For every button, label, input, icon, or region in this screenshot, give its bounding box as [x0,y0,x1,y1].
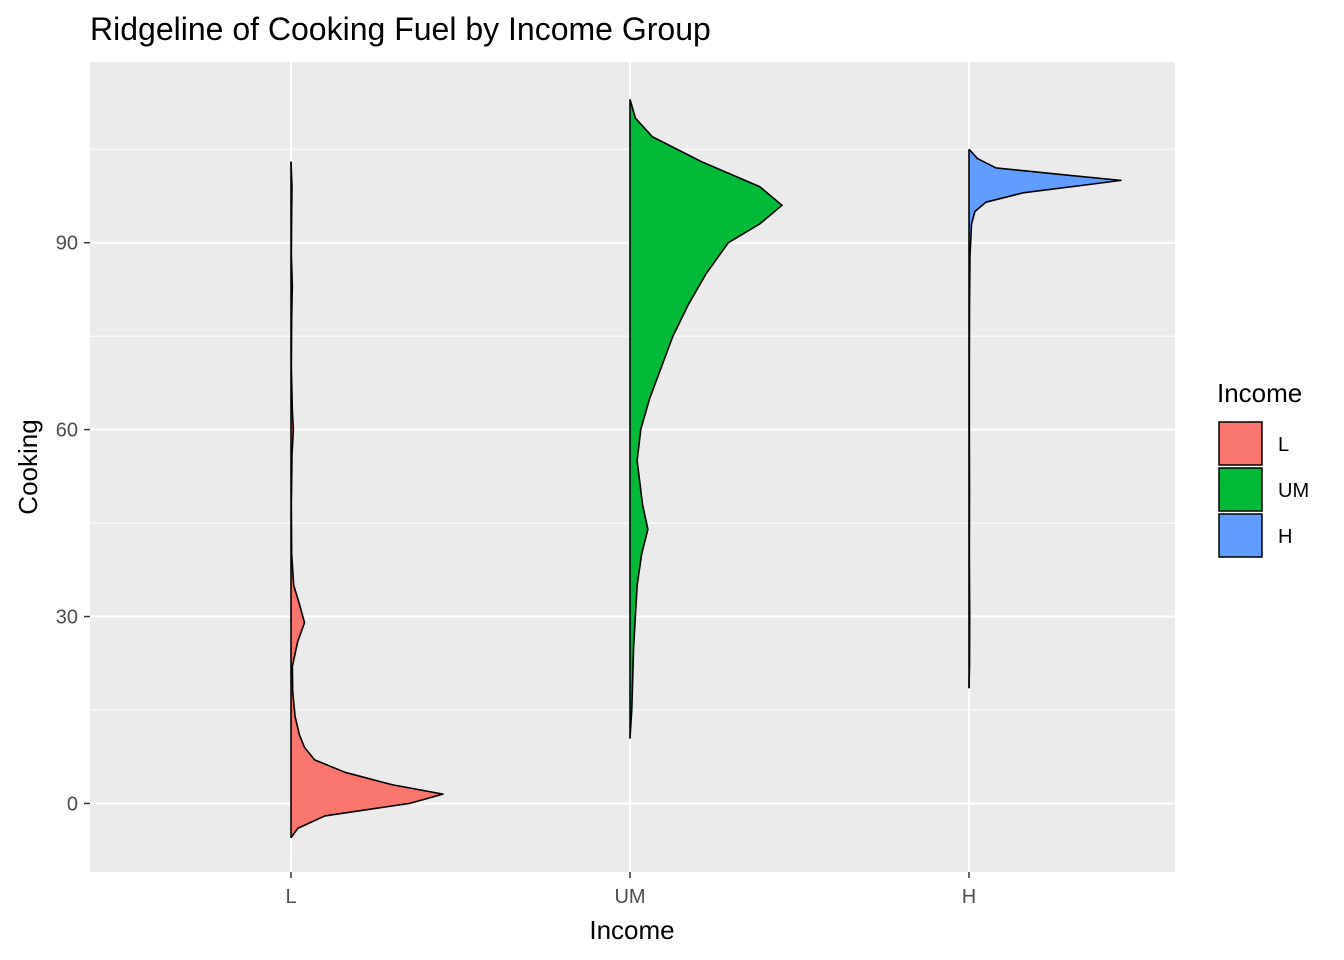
x-axis-title: Income [589,915,674,945]
y-tick-label: 0 [67,793,78,815]
y-tick-label: 90 [56,233,78,255]
ridge-fill-um [630,99,782,739]
x-tick-label: UM [614,886,645,908]
legend-swatch-h [1218,513,1263,558]
density-ridges [290,99,1122,839]
legend-items: L UM H [1218,421,1309,558]
x-axis-ticks: L UM H [285,872,976,908]
ridge-fill-l [291,161,443,838]
y-tick-label: 30 [56,607,78,629]
y-tick-label: 60 [56,420,78,442]
x-tick-label: L [285,886,296,908]
x-tick-label: H [962,886,976,908]
chart-title: Ridgeline of Cooking Fuel by Income Grou… [90,11,711,47]
legend-label-l: L [1278,434,1289,456]
y-axis-title: Cooking [13,419,43,514]
legend-title: Income [1217,378,1302,408]
legend-label-h: H [1278,526,1292,548]
legend-label-um: UM [1278,480,1309,502]
y-axis-ticks: 0 30 60 90 [56,233,90,815]
ridge-outline-um [629,99,783,739]
legend-swatch-um [1218,467,1263,512]
legend-swatch-l [1218,421,1263,466]
legend: Income L UM H [1217,378,1309,558]
